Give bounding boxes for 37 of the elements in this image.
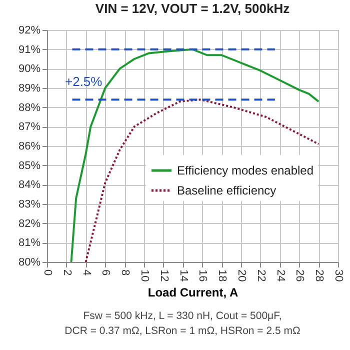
annotation: +2.5% — [65, 74, 103, 89]
y-tick-label: 86% — [18, 140, 41, 152]
x-tick-label: 16 — [196, 270, 209, 282]
x-tick-label: 18 — [216, 270, 228, 282]
line-series — [84, 98, 320, 262]
x-tick-label: 10 — [138, 270, 150, 282]
chart-title: VIN = 12V, VOUT = 1.2V, 500kHz — [95, 1, 290, 16]
y-tick-label: 81% — [18, 237, 41, 250]
x-tick-label: 14 — [177, 270, 190, 282]
x-tick-label: 0 — [42, 270, 54, 276]
x-axis-title: Load Current, A — [148, 286, 238, 300]
y-tick-label: 80% — [18, 256, 41, 268]
y-tick-label: 92% — [18, 24, 41, 36]
legend-label: Baseline efficiency — [177, 184, 276, 198]
y-tick-label: 87% — [18, 121, 41, 134]
x-tick-label: 8 — [119, 270, 132, 276]
x-tick-label: 4 — [80, 270, 92, 276]
x-tick-label: 2 — [60, 270, 73, 276]
y-tick-label: 83% — [18, 198, 41, 210]
y-tick-label: 82% — [18, 218, 41, 230]
x-tick-label: 20 — [236, 270, 248, 282]
y-tick-label: 84% — [18, 179, 41, 192]
x-tick-label: 22 — [254, 270, 267, 282]
x-tick-label: 24 — [274, 270, 286, 282]
text: Fsw = 500 kHz, L = 330 nH, Cout = 500μF, — [83, 310, 282, 322]
y-tick-label: 91% — [18, 44, 41, 56]
text: DCR = 0.37 mΩ, LSRon = 1 mΩ, HSRon = 2.5 mΩ — [64, 325, 300, 337]
y-tick-label: 90% — [18, 63, 41, 76]
x-tick-label: 6 — [100, 270, 112, 276]
y-tick-label: 88% — [18, 102, 41, 114]
x-tick-label: 26 — [294, 270, 306, 282]
x-tick-label: 30 — [332, 270, 344, 282]
x-tick-label: 28 — [313, 270, 326, 282]
y-tick-label: 89% — [18, 82, 41, 94]
y-tick-label: 85% — [18, 160, 41, 172]
legend-label: Efficiency modes enabled — [177, 164, 314, 178]
x-tick-label: 12 — [158, 270, 170, 282]
